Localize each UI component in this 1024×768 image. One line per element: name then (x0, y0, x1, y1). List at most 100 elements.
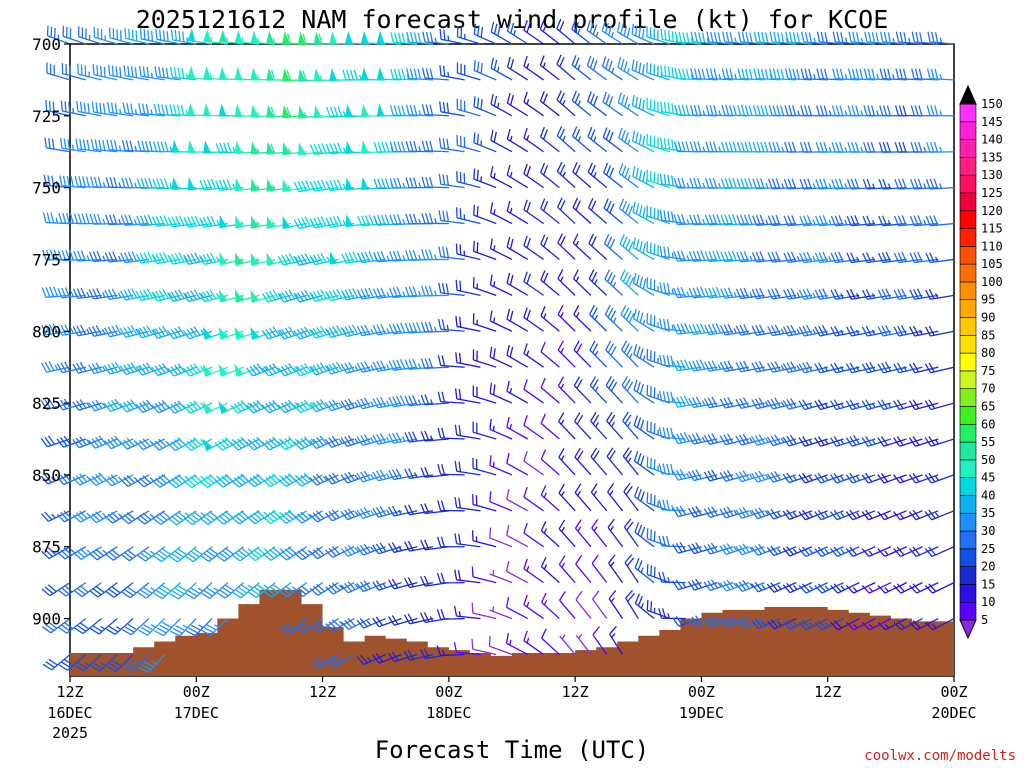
barb-full (154, 630, 164, 637)
barb-full (713, 141, 718, 152)
wind-barb (862, 289, 891, 300)
barb-full (639, 348, 644, 359)
barb-full (476, 242, 479, 253)
barb-full (103, 365, 111, 375)
barb-staff (113, 582, 134, 598)
barb-full (754, 435, 762, 445)
barb-full (770, 398, 778, 409)
wind-barb (704, 360, 734, 372)
barb-full (56, 400, 64, 411)
barb-full (895, 68, 900, 79)
barb-full (823, 105, 828, 116)
barb-full (175, 625, 186, 632)
barb-half (808, 402, 813, 408)
barb-full (914, 105, 919, 116)
barb-full (392, 287, 398, 298)
barb-full (705, 104, 710, 116)
barb-staff (693, 366, 718, 372)
barb-full (206, 179, 213, 190)
barb-full (807, 178, 812, 189)
barb-staff (677, 366, 702, 372)
barb-staff (125, 258, 150, 264)
barb-full (774, 471, 782, 481)
barb-full (719, 361, 726, 372)
barb-full (900, 325, 907, 335)
wind-barb (830, 289, 860, 300)
wind-barb (735, 470, 765, 483)
barb-staff (572, 171, 592, 189)
barb-staff (661, 255, 686, 261)
barb-full (404, 432, 410, 443)
barb-full (194, 215, 201, 226)
barb-full (792, 32, 797, 43)
barb-full (312, 364, 320, 375)
barb-full (97, 176, 102, 188)
barb-full (88, 439, 96, 449)
barb-staff (740, 366, 765, 373)
barb-full (830, 289, 837, 300)
barb-full (256, 399, 265, 409)
barb-half (828, 219, 832, 225)
barb-full (44, 511, 53, 521)
barb-full (110, 437, 119, 447)
barb-full (885, 251, 891, 262)
barb-full (40, 437, 48, 448)
barb-full (170, 328, 178, 338)
wind-barb (619, 234, 639, 260)
barb-full (790, 324, 797, 335)
wind-barb (540, 485, 560, 512)
barb-half (892, 74, 895, 80)
barb-full (506, 524, 510, 536)
wind-barb (659, 173, 686, 189)
barb-staff (882, 41, 907, 45)
barb-half (310, 329, 315, 335)
barb-full (439, 65, 442, 76)
barb-full (588, 304, 596, 315)
wind-barb (785, 31, 812, 45)
barb-staff (724, 77, 749, 81)
barb-full (199, 517, 209, 525)
wind-barb (88, 362, 118, 375)
barb-full (64, 324, 71, 335)
barb-full (506, 380, 510, 392)
barb-full (663, 101, 667, 113)
barb-full (397, 177, 402, 189)
wind-barb (490, 93, 513, 117)
barb-staff (898, 366, 923, 374)
barb-staff (94, 36, 118, 45)
barb-full (591, 236, 597, 247)
barb-full (304, 180, 311, 190)
wind-barb (506, 128, 529, 153)
barb-full (202, 254, 209, 264)
wind-barb (329, 251, 355, 265)
barb-full (78, 176, 83, 187)
barb-full (256, 363, 264, 373)
barb-full (558, 591, 566, 601)
barb-full (789, 31, 793, 43)
barb-full (161, 473, 171, 482)
barb-half (844, 183, 848, 189)
barb-full (849, 436, 857, 446)
barb-half (209, 73, 213, 79)
wind-barb (540, 198, 560, 225)
barb-full (624, 203, 631, 214)
barb-full (87, 103, 90, 114)
wind-barb (603, 198, 623, 225)
barb-full (270, 69, 276, 81)
barb-full (587, 198, 594, 209)
barb-full (711, 433, 718, 443)
barb-full (881, 399, 888, 409)
wind-barb (121, 618, 150, 636)
barb-half (764, 510, 769, 516)
barb-full (771, 215, 777, 226)
barb-half (939, 74, 943, 80)
barb-full (281, 587, 291, 596)
barb-half (562, 100, 566, 106)
barb-full (61, 250, 67, 261)
barb-full (152, 517, 162, 525)
barb-full (437, 464, 442, 475)
barb-staff (125, 330, 150, 338)
barb-full (300, 474, 309, 484)
barb-staff (473, 359, 497, 368)
barb-full (737, 104, 742, 116)
